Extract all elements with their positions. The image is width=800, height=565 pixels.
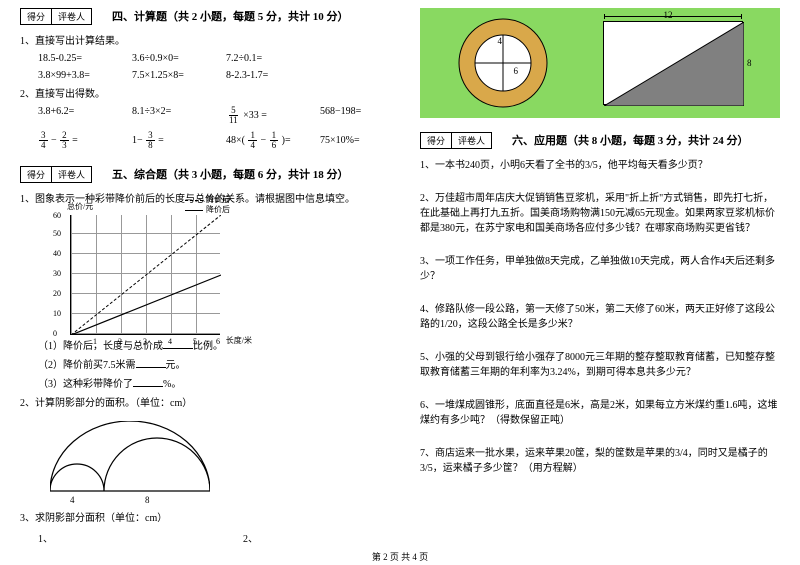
rect-w: 12 (664, 10, 673, 20)
expr: 1− 38 = (132, 131, 202, 150)
expr: 3.8×99+3.8= (38, 70, 108, 81)
sub3: （3）这种彩带降价了%。 (38, 377, 390, 392)
expr-row: 34 − 23 = 1− 38 = 48×( 14 − 16 )= 75×10%… (38, 131, 390, 150)
graph-lines (71, 215, 221, 335)
part-2: 2、 (243, 530, 258, 545)
q6-5: 5、小强的父母到银行给小强存了8000元三年期的整存整取教育储蓄，已知整存整取教… (420, 350, 780, 380)
q6-6: 6、一堆煤成圆锥形，底面直径是6米，高是2米，如果每立方米煤约重1.6吨，这堆煤… (420, 398, 780, 428)
expr: 3.8+6.2= (38, 106, 108, 125)
q6-2: 2、万佳超市周年店庆大促销销售豆浆机，采用"折上折"方式销售，即先打七折，在此基… (420, 191, 780, 236)
expr: 8.1÷3×2= (132, 106, 202, 125)
grader-label: 评卷人 (452, 132, 492, 149)
section-5-title: 五、综合题（共 3 小题，每题 6 分，共计 18 分） (112, 166, 349, 182)
expr-row: 18.5-0.25= 3.6÷0.9×0= 7.2÷0.1= (38, 53, 390, 64)
y-axis-title: 总价/元 (67, 201, 93, 212)
expr: 34 − 23 = (38, 131, 108, 150)
expr: 7.5×1.25×8= (132, 70, 202, 81)
q5-3-parts: 1、 2、 (38, 530, 390, 545)
inner-dim: 4 (498, 36, 503, 46)
rect-h: 8 (747, 58, 752, 68)
score-box: 得分 评卷人 (20, 8, 92, 25)
q6-1: 1、一本书240页，小明6天看了全书的3/5，他平均每天看多少页？ (420, 158, 780, 173)
sub2: （2）降价前买7.5米需元。 (38, 358, 390, 373)
expr: 48×( 14 − 16 )= (226, 131, 296, 150)
grader-label: 评卷人 (52, 166, 92, 183)
score-label: 得分 (420, 132, 452, 149)
section-6-title: 六、应用题（共 8 小题，每题 3 分，共计 24 分） (512, 132, 749, 148)
sub1: （1）降价后，长度与总价成比例。 (38, 339, 390, 354)
expr: 18.5-0.25= (38, 53, 108, 64)
blank (136, 358, 166, 368)
q5-3: 3、求阴影部分面积（单位：cm） (20, 511, 390, 526)
expr: 8-2.3-1.7= (226, 70, 296, 81)
q6-3: 3、一项工作任务，甲单独做8天完成，乙单独做10天完成，两人合作4天后还剩多少？ (420, 254, 780, 284)
expr-row: 3.8+6.2= 8.1÷3×2= 511 ×33 = 568−198= (38, 106, 390, 125)
score-box: 得分 评卷人 (420, 132, 492, 149)
graph-legend: 降价前 降价后 (185, 195, 230, 216)
q6-4: 4、修路队修一段公路，第一天修了50米，第二天修了60米，两天正好修了这段公路的… (420, 302, 780, 332)
expr: 511 ×33 = (226, 106, 296, 125)
x-axis-title: 长度/米 (226, 335, 252, 346)
page-footer: 第 2 页 共 4 页 (0, 550, 800, 563)
part-1: 1、 (38, 530, 53, 545)
expr: 7.2÷0.1= (226, 53, 296, 64)
semicircle-figure: 4 8 (50, 421, 210, 493)
q5-2: 2、计算阴影部分的面积。（单位：cm） (20, 396, 390, 411)
expr: 568−198= (320, 106, 390, 125)
ring-figure: 4 6 (458, 18, 548, 108)
q4-1: 1、直接写出计算结果。 (20, 34, 390, 49)
dim-8: 8 (145, 495, 150, 505)
price-graph: 降价前 降价后 总价/元 0 10 20 30 40 50 60 1 2 3 4… (70, 215, 220, 335)
figures-panel: 4 6 12 8 (420, 8, 780, 118)
score-label: 得分 (20, 8, 52, 25)
score-label: 得分 (20, 166, 52, 183)
grader-label: 评卷人 (52, 8, 92, 25)
rect-triangle-figure: 12 8 (603, 21, 743, 105)
expr: 75×10%= (320, 135, 390, 146)
outer-dim: 6 (514, 66, 519, 76)
expr: 3.6÷0.9×0= (132, 53, 202, 64)
expr-row: 3.8×99+3.8= 7.5×1.25×8= 8-2.3-1.7= (38, 70, 390, 81)
section-4-title: 四、计算题（共 2 小题，每题 5 分，共计 10 分） (112, 8, 349, 24)
score-box: 得分 评卷人 (20, 166, 92, 183)
blank (133, 377, 163, 387)
dim-4: 4 (70, 495, 75, 505)
q4-2: 2、直接写出得数。 (20, 87, 390, 102)
q6-7: 7、商店运来一批水果，运来苹果20筐，梨的筐数是苹果的3/4，同时又是橘子的3/… (420, 446, 780, 476)
